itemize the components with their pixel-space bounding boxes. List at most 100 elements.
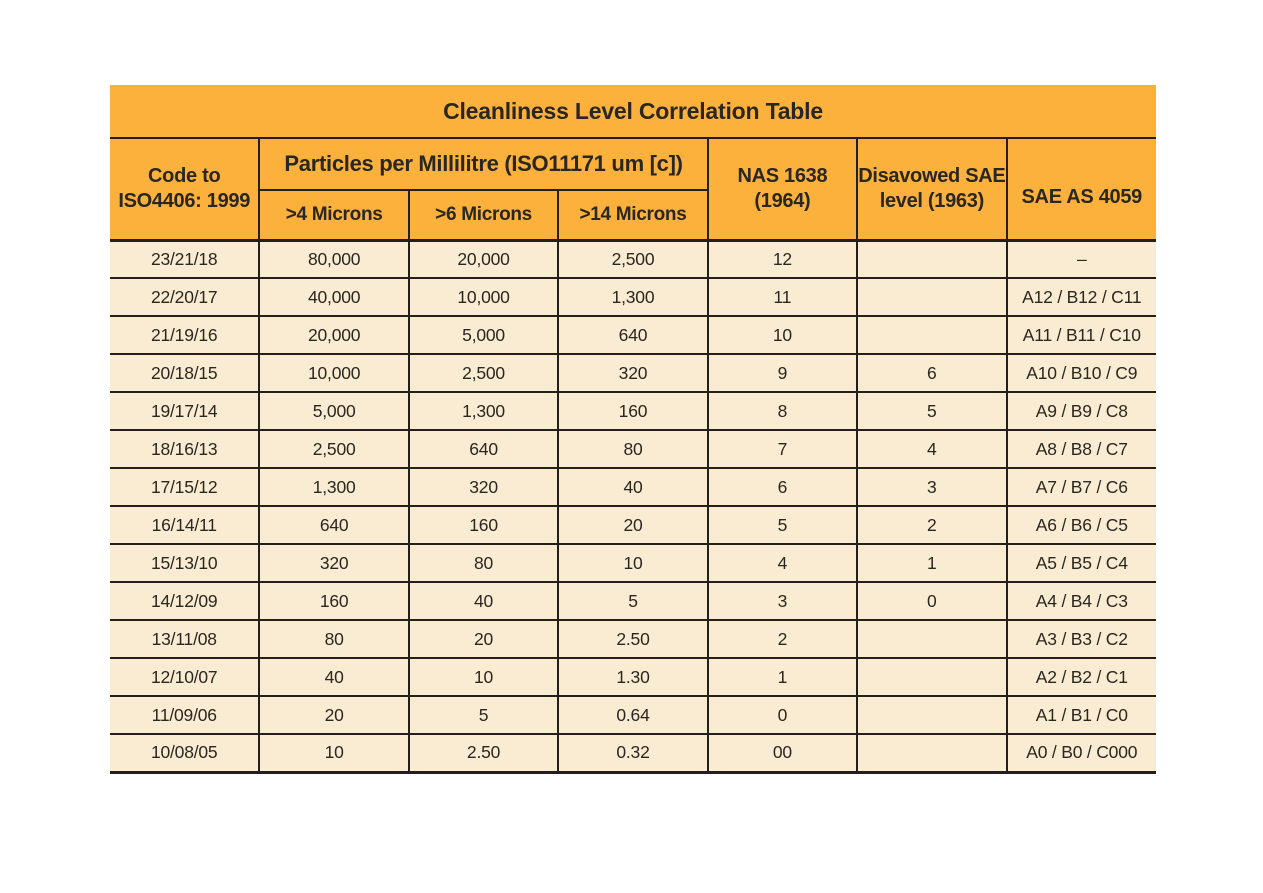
cell-gt6-microns: 2.50 xyxy=(407,734,559,774)
cell-gt6-microns: 5,000 xyxy=(407,316,559,355)
cell-gt14-microns: 0.32 xyxy=(557,734,708,774)
cell-gt14-microns: 10 xyxy=(557,544,708,583)
table-row: 13/11/08 80 20 2.50 2 A3 / B3 / C2 xyxy=(110,620,1156,659)
cell-gt14-microns: 20 xyxy=(557,506,708,545)
cell-disavowed-sae xyxy=(856,240,1007,279)
cell-gt4-microns: 80,000 xyxy=(258,240,409,279)
cell-sae-as-4059: – xyxy=(1005,240,1156,279)
cleanliness-correlation-table: Cleanliness Level Correlation Table Code… xyxy=(110,85,1156,774)
cell-gt4-microns: 20 xyxy=(258,696,409,735)
table-row: 17/15/12 1,300 320 40 6 3 A7 / B7 / C6 xyxy=(110,468,1156,507)
cell-gt6-microns: 320 xyxy=(407,468,559,507)
cell-iso-code: 21/19/16 xyxy=(110,316,260,355)
cell-gt4-microns: 10,000 xyxy=(258,354,409,393)
cell-sae-as-4059: A11 / B11 / C10 xyxy=(1005,316,1156,355)
cell-nas-1638: 10 xyxy=(706,316,858,355)
cell-disavowed-sae xyxy=(856,620,1007,659)
header-disavowed-sae-level: Disavowed SAE level (1963) xyxy=(856,138,1007,242)
table-row: 23/21/18 80,000 20,000 2,500 12 – xyxy=(110,240,1156,279)
cell-nas-1638: 12 xyxy=(706,240,858,279)
cell-gt6-microns: 2,500 xyxy=(407,354,559,393)
table-row: 22/20/17 40,000 10,000 1,300 11 A12 / B1… xyxy=(110,278,1156,317)
table-row: 18/16/13 2,500 640 80 7 4 A8 / B8 / C7 xyxy=(110,430,1156,469)
cell-gt14-microns: 80 xyxy=(557,430,708,469)
cell-gt4-microns: 320 xyxy=(258,544,409,583)
cell-iso-code: 11/09/06 xyxy=(110,696,260,735)
header-sae-as-4059: SAE AS 4059 xyxy=(1005,138,1156,242)
cell-nas-1638: 4 xyxy=(706,544,858,583)
cell-nas-1638: 8 xyxy=(706,392,858,431)
table-row: 20/18/15 10,000 2,500 320 9 6 A10 / B10 … xyxy=(110,354,1156,393)
cell-sae-as-4059: A9 / B9 / C8 xyxy=(1005,392,1156,431)
cell-gt14-microns: 1,300 xyxy=(557,278,708,317)
cell-gt4-microns: 160 xyxy=(258,582,409,621)
cell-gt6-microns: 1,300 xyxy=(407,392,559,431)
header-nas-1638: NAS 1638 (1964) xyxy=(706,138,858,242)
table-header: Cleanliness Level Correlation Table Code… xyxy=(110,85,1156,242)
cell-gt6-microns: 160 xyxy=(407,506,559,545)
cell-nas-1638: 9 xyxy=(706,354,858,393)
cell-gt6-microns: 20,000 xyxy=(407,240,559,279)
cell-nas-1638: 3 xyxy=(706,582,858,621)
cell-disavowed-sae: 4 xyxy=(856,430,1007,469)
cell-disavowed-sae xyxy=(856,696,1007,735)
cell-gt4-microns: 5,000 xyxy=(258,392,409,431)
cell-gt4-microns: 20,000 xyxy=(258,316,409,355)
cell-iso-code: 20/18/15 xyxy=(110,354,260,393)
table-wrap: Cleanliness Level Correlation Table Code… xyxy=(110,85,1156,774)
cell-sae-as-4059: A6 / B6 / C5 xyxy=(1005,506,1156,545)
cell-gt6-microns: 640 xyxy=(407,430,559,469)
cell-nas-1638: 5 xyxy=(706,506,858,545)
cell-gt4-microns: 40,000 xyxy=(258,278,409,317)
cell-gt6-microns: 10,000 xyxy=(407,278,559,317)
cell-gt14-microns: 0.64 xyxy=(557,696,708,735)
cell-nas-1638: 2 xyxy=(706,620,858,659)
table-row: 15/13/10 320 80 10 4 1 A5 / B5 / C4 xyxy=(110,544,1156,583)
cell-gt4-microns: 40 xyxy=(258,658,409,697)
cell-sae-as-4059: A5 / B5 / C4 xyxy=(1005,544,1156,583)
table-row: 14/12/09 160 40 5 3 0 A4 / B4 / C3 xyxy=(110,582,1156,621)
cell-iso-code: 13/11/08 xyxy=(110,620,260,659)
cell-nas-1638: 1 xyxy=(706,658,858,697)
cell-gt6-microns: 20 xyxy=(407,620,559,659)
cell-sae-as-4059: A4 / B4 / C3 xyxy=(1005,582,1156,621)
cell-gt6-microns: 80 xyxy=(407,544,559,583)
cell-disavowed-sae: 6 xyxy=(856,354,1007,393)
table-row: 21/19/16 20,000 5,000 640 10 A11 / B11 /… xyxy=(110,316,1156,355)
cell-iso-code: 23/21/18 xyxy=(110,240,260,279)
cell-nas-1638: 0 xyxy=(706,696,858,735)
cell-sae-as-4059: A12 / B12 / C11 xyxy=(1005,278,1156,317)
cell-iso-code: 17/15/12 xyxy=(110,468,260,507)
cell-iso-code: 18/16/13 xyxy=(110,430,260,469)
cell-nas-1638: 6 xyxy=(706,468,858,507)
cell-iso-code: 22/20/17 xyxy=(110,278,260,317)
cell-gt6-microns: 5 xyxy=(407,696,559,735)
cell-iso-code: 10/08/05 xyxy=(110,734,260,774)
header-gt4-microns: >4 Microns xyxy=(258,190,409,242)
cell-nas-1638: 7 xyxy=(706,430,858,469)
cell-disavowed-sae: 0 xyxy=(856,582,1007,621)
cell-gt14-microns: 1.30 xyxy=(557,658,708,697)
header-particles-per-millilitre: Particles per Millilitre (ISO11171 um [c… xyxy=(258,138,708,191)
cell-iso-code: 16/14/11 xyxy=(110,506,260,545)
table-row: 10/08/05 10 2.50 0.32 00 A0 / B0 / C000 xyxy=(110,734,1156,774)
cell-sae-as-4059: A8 / B8 / C7 xyxy=(1005,430,1156,469)
cell-iso-code: 14/12/09 xyxy=(110,582,260,621)
header-group-row: Code to ISO4406: 1999 Particles per Mill… xyxy=(110,138,1156,242)
cell-gt14-microns: 40 xyxy=(557,468,708,507)
cell-sae-as-4059: A1 / B1 / C0 xyxy=(1005,696,1156,735)
cell-gt4-microns: 1,300 xyxy=(258,468,409,507)
cell-sae-as-4059: A0 / B0 / C000 xyxy=(1005,734,1156,774)
cell-gt14-microns: 640 xyxy=(557,316,708,355)
cell-disavowed-sae xyxy=(856,734,1007,774)
cell-gt14-microns: 2,500 xyxy=(557,240,708,279)
cell-gt4-microns: 10 xyxy=(258,734,409,774)
cell-disavowed-sae: 1 xyxy=(856,544,1007,583)
cell-disavowed-sae: 5 xyxy=(856,392,1007,431)
cell-sae-as-4059: A7 / B7 / C6 xyxy=(1005,468,1156,507)
cell-disavowed-sae: 2 xyxy=(856,506,1007,545)
cell-disavowed-sae xyxy=(856,658,1007,697)
title-row: Cleanliness Level Correlation Table xyxy=(110,85,1156,139)
cell-gt14-microns: 160 xyxy=(557,392,708,431)
